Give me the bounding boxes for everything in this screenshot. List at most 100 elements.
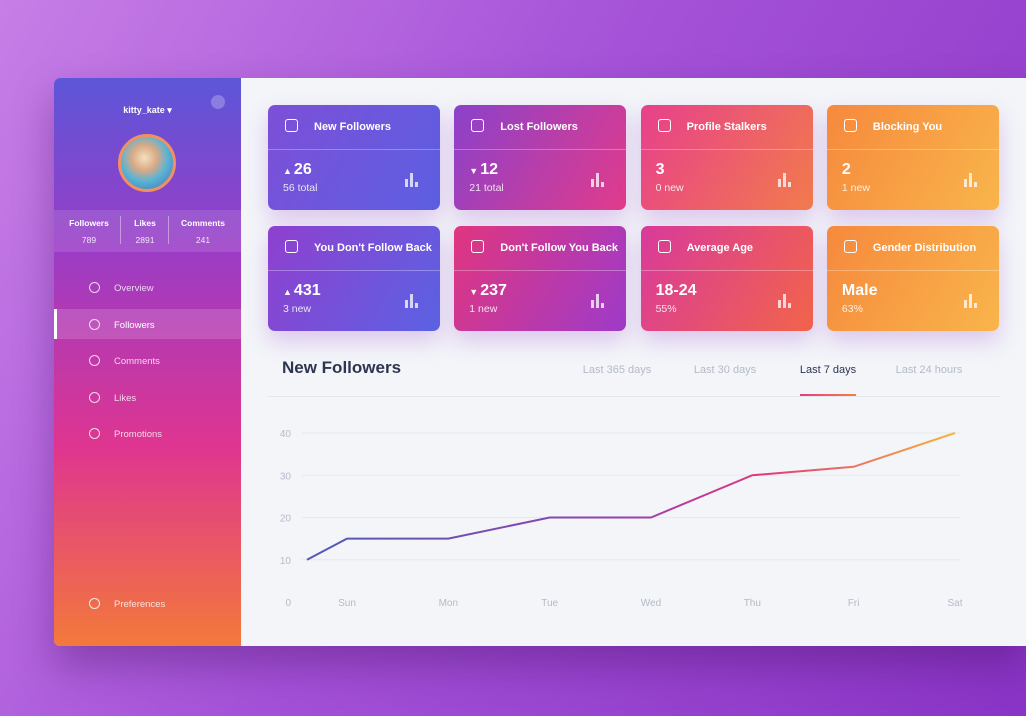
bars-icon bbox=[591, 300, 595, 308]
card-sub: 21 total bbox=[469, 182, 504, 194]
card-sub: 56 total bbox=[283, 182, 318, 194]
x-tick-label: Wed bbox=[641, 598, 661, 609]
card-divider bbox=[640, 270, 813, 271]
card-value-text: Male bbox=[841, 282, 878, 299]
stat-label: Comments bbox=[181, 218, 225, 228]
username[interactable]: kitty_kate ▾ bbox=[123, 105, 172, 115]
stat-card[interactable]: Gender Distribution Male 63% bbox=[826, 226, 999, 331]
stat-label: Likes bbox=[134, 218, 156, 228]
bars-icon bbox=[415, 303, 418, 308]
nav-icon bbox=[89, 318, 100, 330]
bars-icon bbox=[782, 294, 786, 308]
card-icon bbox=[471, 119, 485, 132]
card-title: You Don't Follow Back bbox=[314, 242, 432, 254]
card-title: Lost Followers bbox=[500, 121, 578, 133]
bars-icon bbox=[963, 300, 967, 308]
stat-card[interactable]: New Followers ▲ 26 56 total bbox=[268, 105, 440, 210]
preferences-link[interactable]: Preferences bbox=[114, 599, 166, 610]
card-value-text: 12 bbox=[480, 161, 499, 178]
bars-icon bbox=[787, 303, 791, 308]
bars-icon bbox=[973, 303, 977, 308]
nav-item[interactable]: Promotions bbox=[114, 429, 163, 440]
card-icon bbox=[285, 119, 298, 132]
bars-icon bbox=[973, 182, 977, 187]
x-tick-label: Sun bbox=[338, 598, 356, 609]
card-value: ▼ 237 bbox=[469, 282, 507, 300]
card-icon bbox=[843, 240, 857, 253]
card-sub: 63% bbox=[841, 303, 863, 315]
stat-card[interactable]: Profile Stalkers 3 0 new bbox=[640, 105, 813, 210]
x-tick-label: Thu bbox=[744, 598, 761, 609]
toggle-button[interactable] bbox=[211, 95, 225, 109]
card-divider bbox=[454, 270, 627, 271]
trend-arrow: ▲ bbox=[283, 287, 292, 297]
avatar bbox=[118, 134, 176, 192]
card-sub: 1 new bbox=[469, 303, 498, 315]
card-value-text: 3 bbox=[655, 161, 665, 178]
range-tab[interactable]: Last 365 days bbox=[582, 364, 652, 376]
card-value: 3 bbox=[656, 161, 665, 179]
bars-icon bbox=[782, 173, 786, 187]
range-tab[interactable]: Last 30 days bbox=[693, 364, 757, 376]
bars-icon bbox=[968, 173, 972, 187]
username-text: kitty_kate bbox=[123, 105, 165, 115]
stat-card[interactable]: Lost Followers ▼ 12 21 total bbox=[454, 105, 627, 210]
stat-card[interactable]: Average Age 18-24 55% bbox=[640, 226, 813, 331]
active-nav-bar bbox=[54, 309, 57, 339]
card-icon bbox=[285, 240, 298, 253]
trend-arrow: ▲ bbox=[283, 166, 292, 176]
card-value-text: 18-24 bbox=[655, 282, 697, 299]
stat-value: 789 bbox=[81, 235, 97, 245]
range-tab[interactable]: Last 7 days bbox=[799, 364, 857, 376]
y-tick-label: 20 bbox=[280, 514, 292, 525]
bars-icon bbox=[968, 294, 972, 308]
dashboard: kitty_kate ▾ Followers 789 Likes 2891 Commen… bbox=[54, 78, 1026, 646]
stat-value: 241 bbox=[195, 235, 211, 245]
sidebar: kitty_kate ▾ Followers 789 Likes 2891 Commen… bbox=[54, 78, 241, 646]
card-value: ▲ 26 bbox=[283, 161, 312, 179]
card-value-text: 2 bbox=[841, 161, 851, 178]
divider bbox=[168, 216, 169, 244]
x-tick-label: Fri bbox=[848, 598, 860, 609]
line-series bbox=[306, 432, 956, 561]
range-tab[interactable]: Last 24 hours bbox=[895, 364, 963, 376]
y-tick-label: 10 bbox=[280, 556, 292, 567]
card-icon bbox=[843, 119, 857, 132]
stat-card[interactable]: Don't Follow You Back ▼ 237 1 new bbox=[454, 226, 627, 331]
stat-card[interactable]: You Don't Follow Back ▲ 431 3 new bbox=[268, 226, 440, 331]
bars-icon bbox=[601, 303, 605, 308]
bars-icon bbox=[777, 300, 781, 308]
nav-item[interactable]: Followers bbox=[114, 319, 155, 331]
separator bbox=[268, 396, 1000, 397]
bars-icon bbox=[601, 182, 605, 187]
card-value-text: 26 bbox=[293, 161, 312, 178]
card-value-text: 237 bbox=[480, 282, 507, 299]
bars-icon bbox=[596, 294, 600, 308]
trend-arrow: ▼ bbox=[469, 166, 479, 176]
card-divider bbox=[454, 149, 627, 150]
nav-item[interactable]: Comments bbox=[114, 356, 160, 367]
card-title: Blocking You bbox=[872, 121, 943, 133]
card-sub: 3 new bbox=[283, 303, 312, 315]
x-tick-label: Sat bbox=[947, 598, 962, 609]
bars-icon bbox=[410, 294, 413, 308]
active-nav-highlight bbox=[54, 309, 241, 339]
bars-icon bbox=[777, 179, 781, 187]
card-divider bbox=[268, 270, 440, 271]
stat-card[interactable]: Blocking You 2 1 new bbox=[826, 105, 999, 210]
nav-icon bbox=[89, 355, 100, 366]
bars-icon bbox=[596, 173, 600, 187]
card-icon bbox=[471, 240, 485, 253]
nav-item[interactable]: Likes bbox=[114, 392, 137, 404]
card-divider bbox=[268, 149, 440, 150]
nav-item[interactable]: Overview bbox=[114, 283, 154, 294]
card-value-text: 431 bbox=[293, 282, 321, 299]
card-divider bbox=[826, 149, 999, 150]
bars-icon bbox=[405, 300, 408, 308]
stat-label: Followers bbox=[69, 218, 109, 228]
nav-icon bbox=[89, 428, 100, 439]
y-tick-label: 40 bbox=[280, 429, 292, 440]
bars-icon bbox=[963, 179, 967, 187]
bars-icon bbox=[405, 179, 408, 187]
